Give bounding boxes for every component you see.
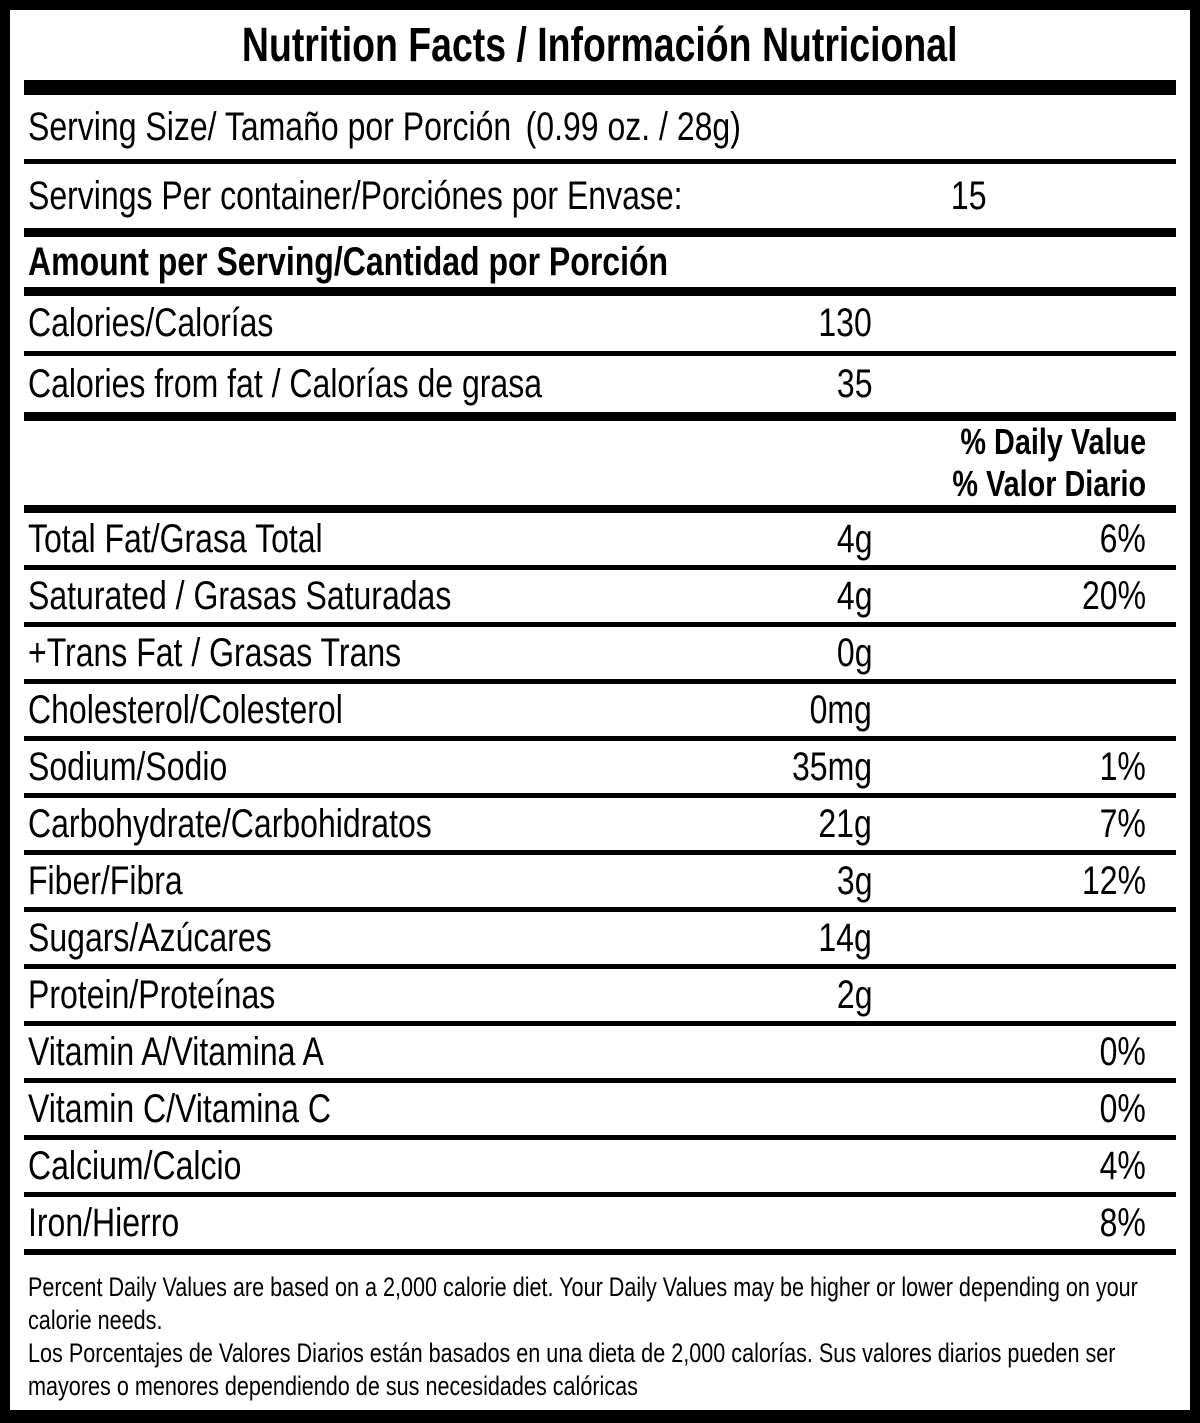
nutrient-dv: 7% bbox=[1099, 801, 1146, 846]
servings-per-container-value: 15 bbox=[950, 173, 987, 218]
divider bbox=[24, 1192, 1176, 1197]
divider bbox=[24, 793, 1176, 798]
servings-per-container-label: Servings Per container/Porciónes por Env… bbox=[28, 173, 683, 218]
label-title: Nutrition Facts / Información Nutriciona… bbox=[242, 18, 958, 72]
nutrient-label: Calcium/Calcio bbox=[28, 1143, 242, 1188]
serving-size-value: (0.99 oz. / 28g) bbox=[525, 104, 741, 149]
nutrient-dv: 6% bbox=[1099, 516, 1146, 561]
nutrient-label: Total Fat/Grasa Total bbox=[28, 516, 323, 561]
calories-row: Calories/Calorías 130 bbox=[24, 296, 1176, 351]
nutrient-row-calcium: Calcium/Calcio 4% bbox=[24, 1140, 1176, 1192]
divider bbox=[24, 505, 1176, 513]
nutrient-amount: 21g bbox=[818, 801, 872, 846]
divider bbox=[24, 565, 1176, 570]
divider bbox=[24, 159, 1176, 164]
footnote-en: Percent Daily Values are based on a 2,00… bbox=[28, 1272, 1138, 1335]
divider bbox=[24, 412, 1176, 421]
nutrient-amount: 4g bbox=[836, 516, 872, 561]
nutrient-label: Vitamin C/Vitamina C bbox=[28, 1086, 331, 1131]
nutrient-dv: 0% bbox=[1099, 1029, 1146, 1074]
divider bbox=[24, 1135, 1176, 1140]
nutrient-dv: 4% bbox=[1099, 1143, 1146, 1188]
calories-from-fat-value: 35 bbox=[836, 361, 872, 406]
nutrient-row-fiber: Fiber/Fibra 3g 12% bbox=[24, 855, 1176, 907]
footnote-es: Los Porcentajes de Valores Diarios están… bbox=[28, 1338, 1116, 1401]
label-header: Nutrition Facts / Información Nutriciona… bbox=[24, 10, 1176, 80]
footnotes: Percent Daily Values are based on a 2,00… bbox=[24, 1255, 1176, 1403]
calories-label: Calories/Calorías bbox=[28, 301, 274, 345]
title-divider bbox=[24, 80, 1176, 95]
nutrient-label: Protein/Proteínas bbox=[28, 972, 276, 1017]
servings-per-container-row: Servings Per container/Porciónes por Env… bbox=[24, 164, 1176, 228]
nutrient-row-sodium: Sodium/Sodio 35mg 1% bbox=[24, 741, 1176, 793]
divider bbox=[24, 351, 1176, 356]
serving-size-row: Serving Size/ Tamaño por Porción (0.99 oz… bbox=[24, 95, 1176, 159]
divider bbox=[24, 736, 1176, 741]
calories-from-fat-label: Calories from fat / Calorías de grasa bbox=[28, 361, 542, 406]
nutrient-label: Carbohydrate/Carbohidratos bbox=[28, 801, 432, 846]
nutrient-amount: 3g bbox=[836, 858, 872, 903]
daily-value-header-en: % Daily Value bbox=[960, 421, 1146, 462]
nutrient-row-iron: Iron/Hierro 8% bbox=[24, 1197, 1176, 1249]
nutrient-amount: 0g bbox=[836, 630, 872, 675]
serving-size-label: Serving Size/ Tamaño por Porción bbox=[28, 104, 512, 149]
divider bbox=[24, 287, 1176, 296]
nutrient-amount: 35mg bbox=[791, 744, 872, 789]
divider bbox=[24, 907, 1176, 912]
nutrient-row-total-fat: Total Fat/Grasa Total 4g 6% bbox=[24, 513, 1176, 565]
divider bbox=[24, 228, 1176, 237]
nutrient-amount: 14g bbox=[818, 915, 872, 960]
amount-per-serving-label: Amount per Serving/Cantidad por Porción bbox=[28, 239, 669, 284]
nutrient-label: Sodium/Sodio bbox=[28, 744, 228, 789]
nutrient-label: Iron/Hierro bbox=[28, 1200, 180, 1245]
nutrient-dv: 12% bbox=[1081, 858, 1146, 903]
daily-value-header: % Daily Value % Valor Diario bbox=[24, 421, 1176, 505]
nutrient-dv: 20% bbox=[1081, 573, 1146, 618]
nutrient-row-vitamin-c: Vitamin C/Vitamina C 0% bbox=[24, 1083, 1176, 1135]
divider bbox=[24, 1021, 1176, 1026]
divider bbox=[24, 1078, 1176, 1083]
nutrient-label: Fiber/Fibra bbox=[28, 858, 183, 903]
nutrient-dv: 1% bbox=[1099, 744, 1146, 789]
nutrient-amount: 0mg bbox=[809, 687, 872, 732]
nutrient-row-sugars: Sugars/Azúcares 14g bbox=[24, 912, 1176, 964]
nutrient-row-trans-fat: +Trans Fat / Grasas Trans 0g bbox=[24, 627, 1176, 679]
divider bbox=[24, 1249, 1176, 1255]
nutrient-row-saturated-fat: Saturated / Grasas Saturadas 4g 20% bbox=[24, 570, 1176, 622]
nutrient-label: Cholesterol/Colesterol bbox=[28, 687, 343, 732]
divider bbox=[24, 850, 1176, 855]
nutrient-amount: 2g bbox=[836, 972, 872, 1017]
calories-from-fat-row: Calories from fat / Calorías de grasa 35 bbox=[24, 356, 1176, 412]
daily-value-header-es: % Valor Diario bbox=[952, 463, 1146, 504]
nutrient-dv: 0% bbox=[1099, 1086, 1146, 1131]
nutrient-row-carbohydrate: Carbohydrate/Carbohidratos 21g 7% bbox=[24, 798, 1176, 850]
divider bbox=[24, 622, 1176, 627]
nutrient-label: +Trans Fat / Grasas Trans bbox=[28, 630, 402, 675]
nutrient-row-protein: Protein/Proteínas 2g bbox=[24, 969, 1176, 1021]
nutrient-amount: 4g bbox=[836, 573, 872, 618]
nutrient-row-cholesterol: Cholesterol/Colesterol 0mg bbox=[24, 684, 1176, 736]
divider bbox=[24, 964, 1176, 969]
calories-value: 130 bbox=[818, 301, 872, 345]
nutrient-row-vitamin-a: Vitamin A/Vitamina A 0% bbox=[24, 1026, 1176, 1078]
nutrient-dv: 8% bbox=[1099, 1200, 1146, 1245]
divider bbox=[24, 679, 1176, 684]
amount-per-serving-header: Amount per Serving/Cantidad por Porción bbox=[24, 237, 1176, 287]
nutrient-label: Saturated / Grasas Saturadas bbox=[28, 573, 452, 618]
nutrient-label: Sugars/Azúcares bbox=[28, 915, 272, 960]
nutrient-label: Vitamin A/Vitamina A bbox=[28, 1029, 324, 1074]
